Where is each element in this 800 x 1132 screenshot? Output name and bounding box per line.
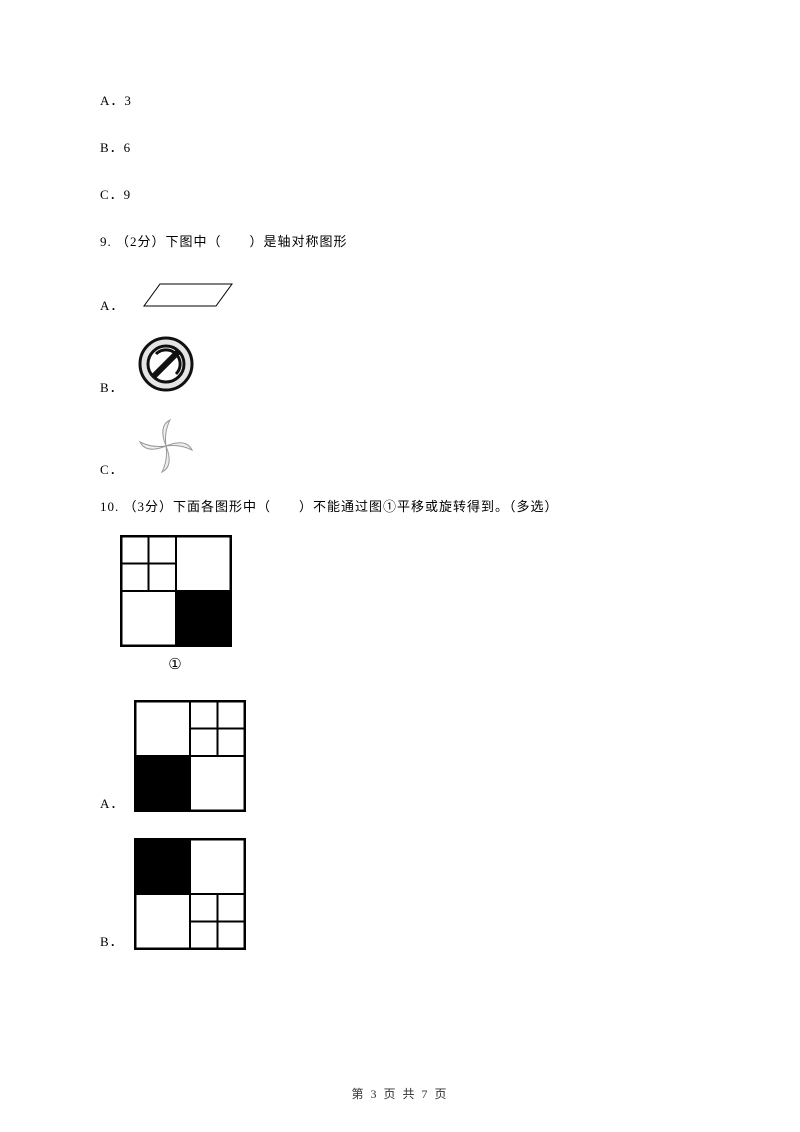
q9-option-a-row: A． xyxy=(100,278,700,314)
grid-option-b-icon xyxy=(134,838,246,950)
q9-option-c-label: C． xyxy=(100,459,124,478)
grid-option-a-icon xyxy=(134,700,246,812)
grid-ref-icon xyxy=(120,535,232,647)
q9-option-b-row: B． xyxy=(100,332,700,396)
parallelogram-icon xyxy=(134,278,244,314)
page-footer: 第 3 页 共 7 页 xyxy=(0,1085,800,1102)
q10-stem: 10. （3分）下面各图形中（ ）不能通过图①平移或旋转得到。（多选） xyxy=(100,496,700,515)
q10-ref-label: ① xyxy=(120,655,230,674)
q9-option-b-label: B． xyxy=(100,377,124,396)
q8-option-c: C．9 xyxy=(100,184,700,203)
pinwheel-icon xyxy=(134,414,198,478)
q8-option-a: A．3 xyxy=(100,90,700,109)
q10-option-a-label: A． xyxy=(100,793,124,812)
q9-stem: 9. （2分）下图中（ ）是轴对称图形 xyxy=(100,231,700,250)
q10-option-b-row: B． xyxy=(100,838,700,950)
q10-option-b-label: B． xyxy=(100,931,124,950)
q9-option-c-row: C． xyxy=(100,414,700,478)
no-sign-icon xyxy=(134,332,198,396)
q9-option-a-label: A． xyxy=(100,295,124,314)
q10-option-a-row: A． xyxy=(100,700,700,812)
q10-reference-figure: ① xyxy=(120,535,700,674)
q8-option-b: B．6 xyxy=(100,137,700,156)
